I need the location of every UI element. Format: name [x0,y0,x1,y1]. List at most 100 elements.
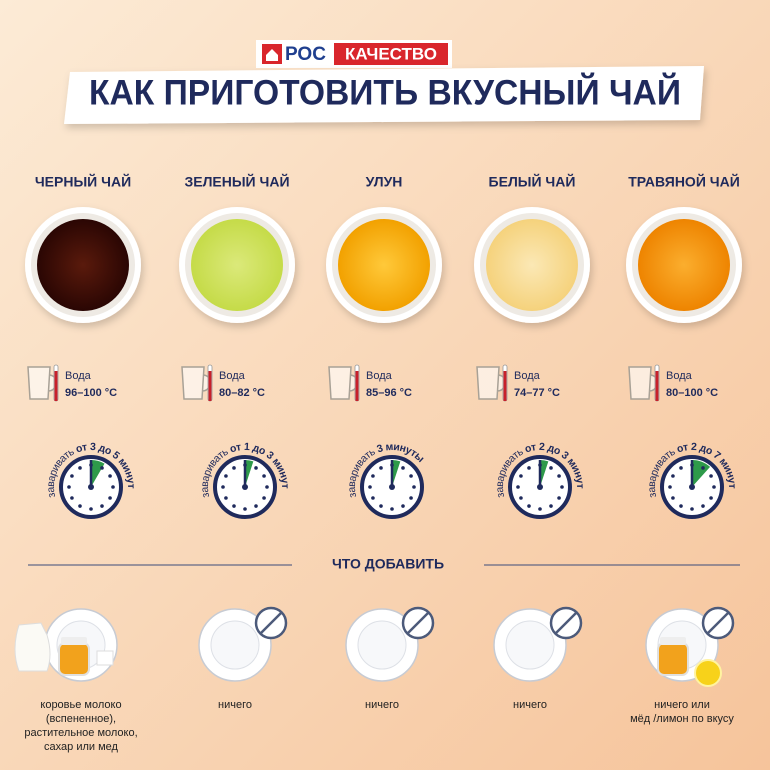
honey-jar [58,642,90,676]
addition-text: (вспененное), [46,713,116,725]
clock-tick [371,474,375,478]
tea-liquid [191,219,283,311]
no-sign-slash [260,612,282,634]
milk-jug [14,622,51,672]
clock-tick [409,474,413,478]
water-temperature: 96–100 °C [65,387,117,399]
clock-tick [690,507,694,511]
clock-center [389,484,395,490]
clock-tick [709,496,713,500]
no-sign-slash [555,612,577,634]
clock-tick [712,485,716,489]
plate-inner [210,620,260,670]
plate-inner [357,620,407,670]
water-temperature: 85–96 °C [366,387,412,399]
water-temperature: 80–100 °C [666,387,718,399]
clock-center [242,484,248,490]
tea-name: ТРАВЯНОЙ ЧАЙ [628,173,740,190]
clock-tick [557,474,561,478]
clock-tick [401,504,405,508]
clock-tick [516,485,520,489]
clock-tick [100,466,104,470]
clock-tick [224,474,228,478]
clock-tick [224,496,228,500]
clock-wedge [540,460,549,487]
addition-text: ничего [218,699,252,711]
clock-tick [671,496,675,500]
water-temperature: 74–77 °C [514,387,560,399]
clock-tick [701,466,705,470]
clock-center [88,484,94,490]
clock-tick [390,507,394,511]
clock-tick [243,507,247,511]
addition-text: ничего [365,699,399,711]
clock-tick [549,504,553,508]
clock-center [689,484,695,490]
no-sign-slash [407,612,429,634]
thermometer-fill [355,371,359,401]
clock-tick [262,474,266,478]
clock-tick [262,496,266,500]
tea-liquid [486,219,578,311]
clock-tick [709,474,713,478]
clock-wedge [692,460,711,487]
clock-tick [89,507,93,511]
clock-tick [232,504,236,508]
water-label: Вода [366,370,393,382]
tea-name: ЗЕЛЕНЫЙ ЧАЙ [184,173,289,190]
clock-tick [560,485,564,489]
thermometer-fill [54,371,58,401]
clock-tick [401,466,405,470]
clock-tick [519,496,523,500]
clock-tick [371,496,375,500]
clock-tick [67,485,71,489]
addition-text: растительное молоко, [24,727,137,739]
lemon [694,659,722,687]
clock-tick [265,485,269,489]
addition-text: ничего или [654,699,710,711]
clock-tick [679,504,683,508]
honey-jar [657,642,689,676]
honey-lid [660,637,686,645]
clock-tick [379,466,383,470]
clock-tick [232,466,236,470]
thermometer-fill [208,371,212,401]
clock-tick [70,496,74,500]
clock-tick [108,474,112,478]
tea-name: УЛУН [366,174,403,190]
clock-center [537,484,543,490]
thermometer-fill [655,371,659,401]
logo-right: КАЧЕСТВО [345,44,437,63]
clock-tick [254,504,258,508]
clock-tick [671,474,675,478]
title-plate [64,66,704,124]
water-label: Вода [65,370,92,382]
clock-tick [221,485,225,489]
clock-tick [70,474,74,478]
clock-tick [527,504,531,508]
logo: РОС КАЧЕСТВО [256,40,452,68]
tea-name: БЕЛЫЙ ЧАЙ [489,173,576,190]
clock-tick [538,507,542,511]
tea-liquid [37,219,129,311]
addition-text: мёд /лимон по вкусу [630,713,734,725]
clock-tick [108,496,112,500]
plate-inner [505,620,555,670]
no-sign-slash [707,612,729,634]
tea-liquid [638,219,730,311]
clock-tick [519,474,523,478]
thermometer-fill [503,371,507,401]
clock-tick [668,485,672,489]
section-title: ЧТО ДОБАВИТЬ [332,556,444,572]
clock-tick [409,496,413,500]
clock-tick [701,504,705,508]
clock-wedge [392,460,401,487]
logo-left: РОС [285,44,326,65]
clock-tick [368,485,372,489]
clock-tick [549,466,553,470]
